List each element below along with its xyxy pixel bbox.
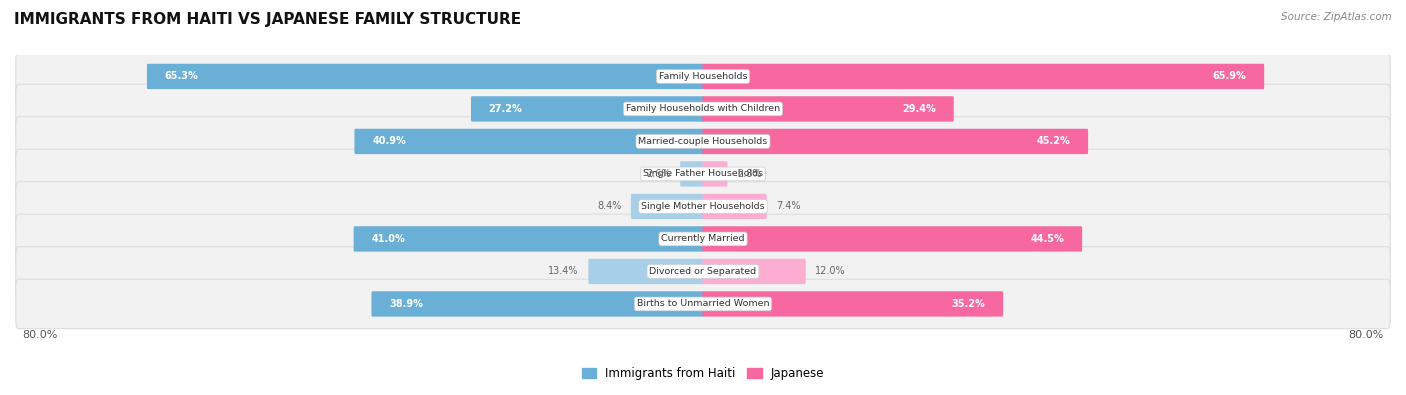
Text: 41.0%: 41.0% — [371, 234, 405, 244]
FancyBboxPatch shape — [703, 259, 806, 284]
FancyBboxPatch shape — [471, 96, 703, 122]
Text: 29.4%: 29.4% — [903, 104, 936, 114]
Text: Married-couple Households: Married-couple Households — [638, 137, 768, 146]
FancyBboxPatch shape — [588, 259, 703, 284]
Text: Source: ZipAtlas.com: Source: ZipAtlas.com — [1281, 12, 1392, 22]
Text: Family Households with Children: Family Households with Children — [626, 104, 780, 113]
FancyBboxPatch shape — [703, 96, 953, 122]
FancyBboxPatch shape — [371, 291, 703, 317]
FancyBboxPatch shape — [354, 129, 703, 154]
Text: 35.2%: 35.2% — [952, 299, 986, 309]
FancyBboxPatch shape — [15, 149, 1391, 199]
Text: 8.4%: 8.4% — [598, 201, 621, 211]
Text: Family Households: Family Households — [659, 72, 747, 81]
Text: 13.4%: 13.4% — [548, 267, 579, 276]
FancyBboxPatch shape — [703, 291, 1002, 317]
Text: Currently Married: Currently Married — [661, 235, 745, 243]
FancyBboxPatch shape — [15, 279, 1391, 329]
FancyBboxPatch shape — [681, 161, 703, 186]
FancyBboxPatch shape — [15, 214, 1391, 263]
Text: Divorced or Separated: Divorced or Separated — [650, 267, 756, 276]
FancyBboxPatch shape — [146, 64, 703, 89]
FancyBboxPatch shape — [703, 194, 766, 219]
Text: Births to Unmarried Women: Births to Unmarried Women — [637, 299, 769, 308]
Text: 38.9%: 38.9% — [389, 299, 423, 309]
FancyBboxPatch shape — [353, 226, 703, 252]
Text: 7.4%: 7.4% — [776, 201, 800, 211]
Text: 12.0%: 12.0% — [815, 267, 846, 276]
FancyBboxPatch shape — [703, 161, 727, 186]
Text: 44.5%: 44.5% — [1031, 234, 1064, 244]
FancyBboxPatch shape — [703, 64, 1264, 89]
Text: 40.9%: 40.9% — [373, 136, 406, 147]
Text: 65.3%: 65.3% — [165, 71, 198, 81]
FancyBboxPatch shape — [703, 226, 1083, 252]
Text: 2.8%: 2.8% — [737, 169, 762, 179]
Text: Single Mother Households: Single Mother Households — [641, 202, 765, 211]
Text: Single Father Households: Single Father Households — [643, 169, 763, 179]
FancyBboxPatch shape — [15, 182, 1391, 231]
Text: 27.2%: 27.2% — [489, 104, 523, 114]
Text: 2.6%: 2.6% — [647, 169, 671, 179]
Text: 80.0%: 80.0% — [22, 330, 58, 340]
Text: 65.9%: 65.9% — [1213, 71, 1247, 81]
FancyBboxPatch shape — [15, 84, 1391, 134]
FancyBboxPatch shape — [631, 194, 703, 219]
Text: 45.2%: 45.2% — [1036, 136, 1070, 147]
Text: 80.0%: 80.0% — [1348, 330, 1384, 340]
Legend: Immigrants from Haiti, Japanese: Immigrants from Haiti, Japanese — [576, 363, 830, 385]
Text: IMMIGRANTS FROM HAITI VS JAPANESE FAMILY STRUCTURE: IMMIGRANTS FROM HAITI VS JAPANESE FAMILY… — [14, 12, 522, 27]
FancyBboxPatch shape — [15, 117, 1391, 166]
FancyBboxPatch shape — [15, 52, 1391, 101]
FancyBboxPatch shape — [703, 129, 1088, 154]
FancyBboxPatch shape — [15, 247, 1391, 296]
